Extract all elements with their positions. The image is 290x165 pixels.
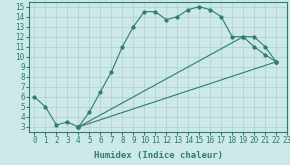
X-axis label: Humidex (Indice chaleur): Humidex (Indice chaleur) (94, 151, 222, 160)
